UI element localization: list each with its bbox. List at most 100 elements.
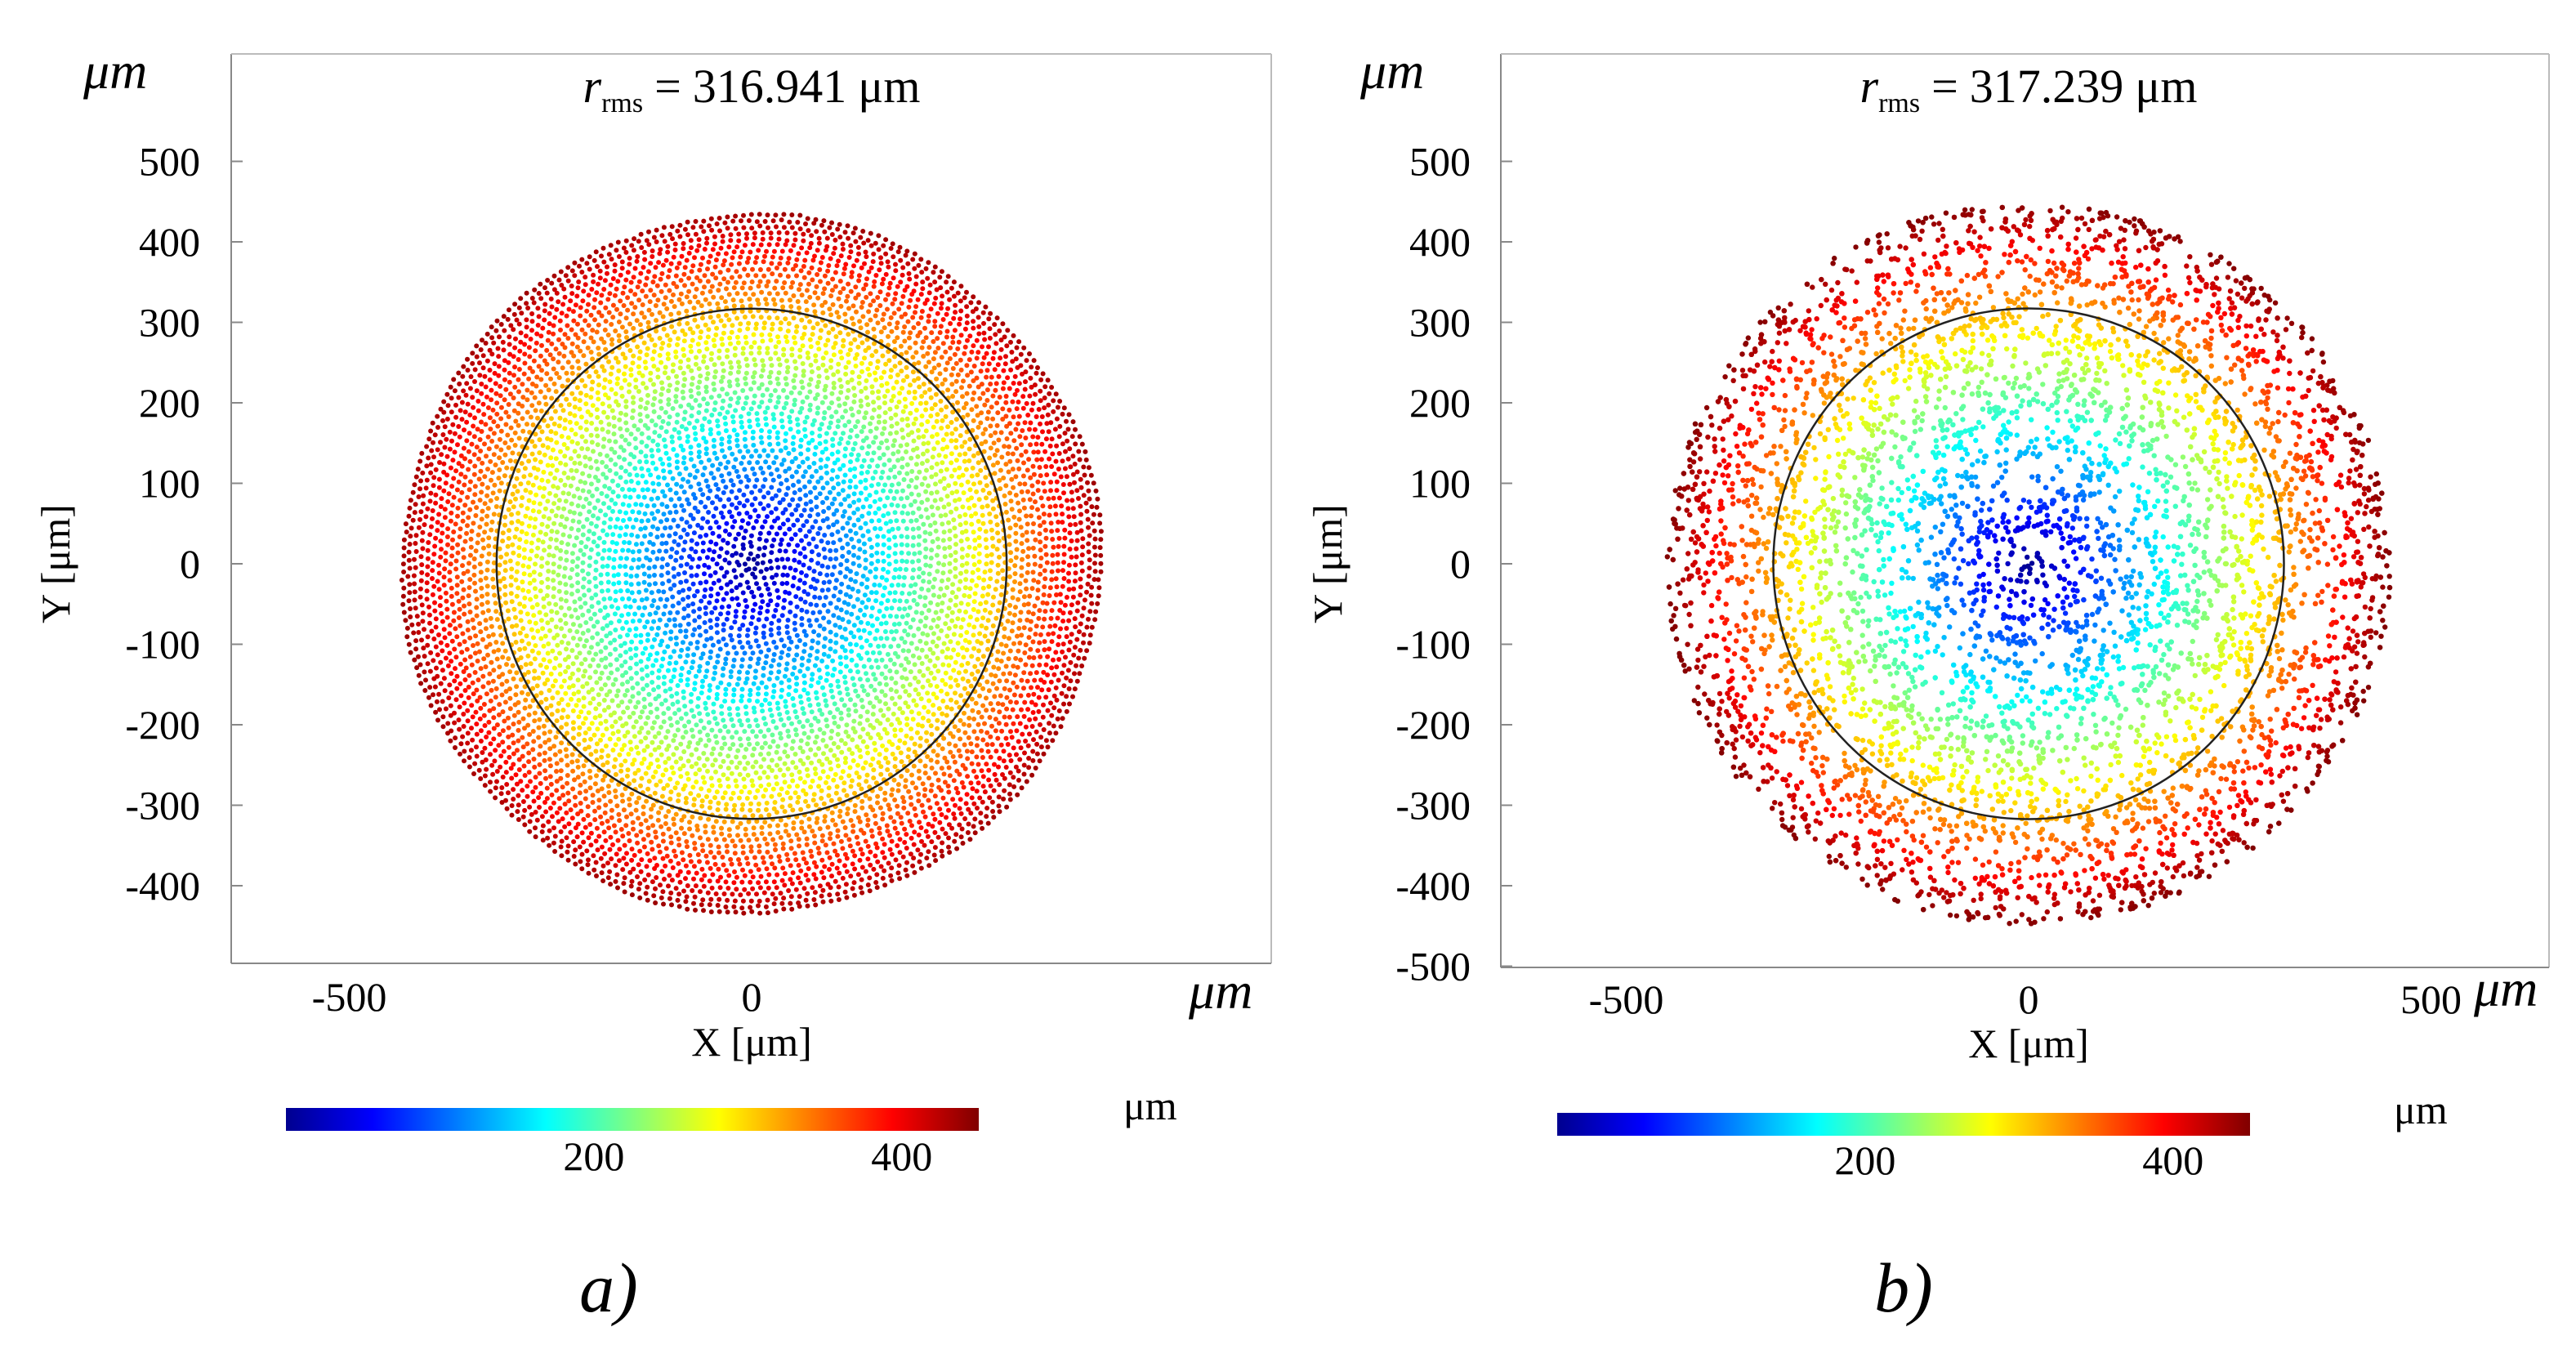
scatter-point (758, 764, 764, 770)
scatter-point (934, 552, 940, 558)
scatter-point (868, 735, 873, 740)
scatter-point (984, 679, 990, 685)
scatter-point (591, 513, 596, 519)
scatter-point (995, 562, 1001, 568)
scatter-point (757, 775, 763, 781)
scatter-point (745, 761, 751, 766)
scatter-point (896, 470, 902, 476)
scatter-point (872, 370, 877, 376)
scatter-point (496, 476, 502, 481)
scatter-point (711, 319, 716, 325)
scatter-point (824, 375, 830, 381)
scatter-point (583, 746, 588, 752)
scatter-point (742, 609, 748, 614)
scatter-point (923, 489, 929, 494)
scatter-point (859, 445, 865, 451)
scatter-point (931, 356, 936, 362)
scatter-point (775, 291, 780, 297)
scatter-point (480, 537, 485, 543)
scatter-point (864, 577, 870, 583)
scatter-point (488, 498, 493, 503)
scatter-point (713, 769, 718, 775)
scatter-point (808, 584, 814, 590)
scatter-point (969, 578, 975, 583)
scatter-point (989, 552, 994, 557)
scatter-point (1009, 628, 1015, 634)
scatter-point (832, 667, 837, 672)
scatter-point (585, 536, 591, 542)
scatter-point (628, 747, 634, 752)
scatter-point (519, 461, 525, 467)
scatter-point (706, 816, 712, 822)
scatter-point (922, 538, 928, 543)
scatter-point (775, 557, 780, 563)
scatter-point (892, 733, 898, 739)
scatter-point (694, 588, 700, 594)
scatter-point (596, 692, 601, 698)
scatter-point (531, 613, 537, 619)
scatter-point (657, 548, 663, 554)
scatter-point (702, 779, 708, 785)
scatter-point (820, 355, 826, 361)
scatter-point (577, 725, 583, 730)
scatter-point (764, 538, 769, 543)
scatter-point (588, 520, 594, 526)
scatter-point (919, 610, 925, 616)
scatter-point (492, 482, 498, 488)
scatter-point (572, 413, 578, 418)
scatter-point (599, 686, 605, 692)
scatter-point (551, 421, 557, 427)
scatter-point (851, 634, 857, 640)
scatter-point (508, 574, 514, 580)
scatter-point (574, 703, 579, 708)
scatter-point (756, 807, 761, 813)
scatter-point (491, 511, 497, 517)
scatter-point (894, 669, 900, 675)
scatter-point (953, 378, 959, 384)
scatter-point (650, 402, 656, 408)
scatter-point (739, 552, 744, 558)
scatter-point (908, 624, 913, 630)
scatter-point (539, 429, 545, 435)
scatter-point (667, 382, 672, 388)
scatter-point (596, 351, 602, 357)
scatter-point (889, 583, 895, 588)
scatter-point (744, 579, 750, 585)
scatter-point (547, 729, 553, 735)
scatter-point (820, 362, 826, 368)
scatter-point (717, 461, 723, 467)
scatter-point (719, 745, 725, 751)
scatter-point (556, 564, 562, 570)
scatter-point (638, 397, 644, 403)
scatter-point (588, 752, 594, 757)
scatter-point (747, 424, 752, 430)
scatter-point (995, 608, 1001, 614)
scatter-point (778, 326, 784, 332)
scatter-point (685, 594, 691, 600)
scatter-point (773, 344, 779, 350)
scatter-point (703, 743, 708, 748)
scatter-point (898, 750, 904, 756)
scatter-point (488, 615, 493, 621)
scatter-point (545, 677, 551, 683)
scatter-point (996, 437, 1002, 443)
scatter-point (583, 463, 588, 469)
scatter-point (885, 495, 891, 501)
scatter-point (868, 503, 873, 509)
scatter-point (829, 810, 835, 815)
scatter-point (841, 479, 846, 485)
scatter-point (980, 593, 985, 599)
scatter-point (666, 706, 672, 712)
scatter-point (552, 409, 558, 414)
scatter-point (477, 525, 483, 529)
scatter-point (669, 765, 675, 771)
scatter-point (536, 509, 542, 515)
scatter-point (856, 563, 862, 569)
scatter-point (892, 598, 897, 604)
scatter-point (743, 711, 749, 717)
scatter-point (581, 763, 587, 769)
scatter-point (595, 726, 600, 732)
scatter-point (664, 333, 670, 338)
scatter-point (565, 714, 570, 720)
scatter-point (1019, 573, 1025, 578)
